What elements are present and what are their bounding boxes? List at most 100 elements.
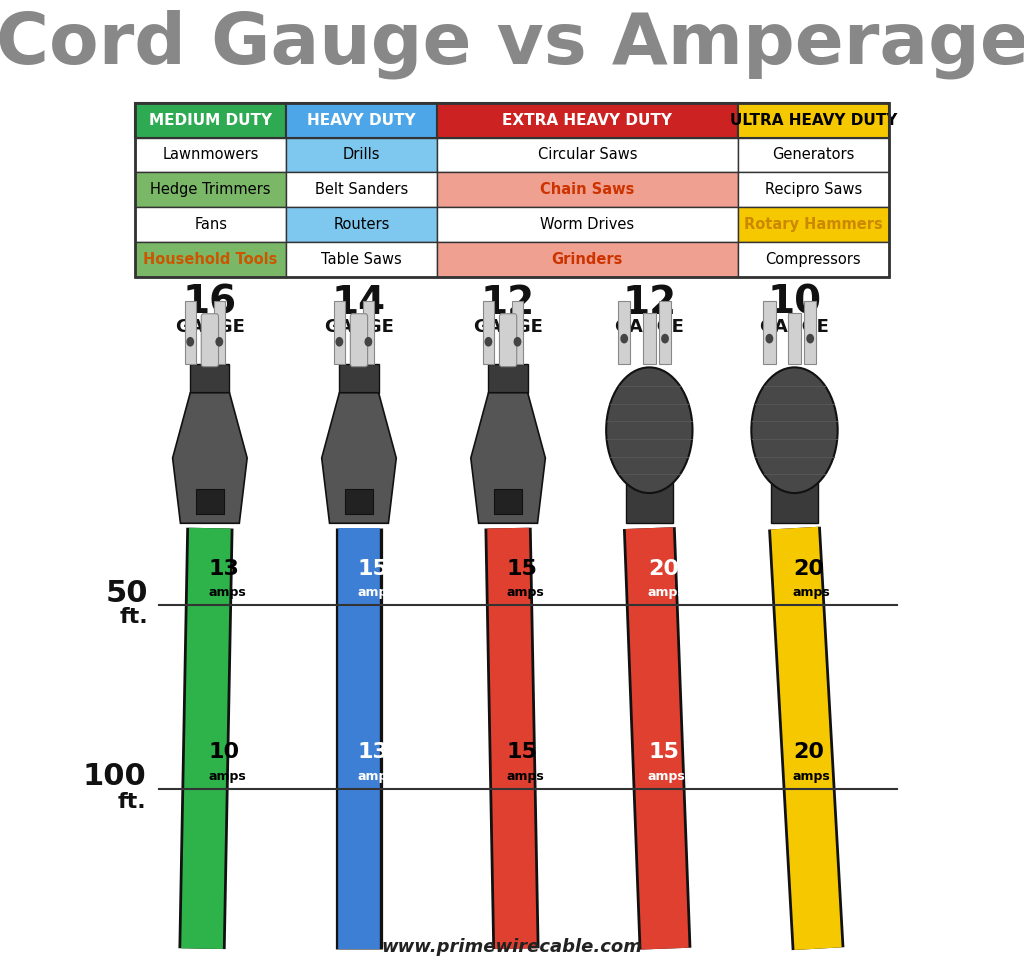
Bar bbox=[512, 301, 523, 364]
Bar bbox=[196, 490, 224, 514]
Bar bbox=[135, 172, 286, 207]
Text: ft.: ft. bbox=[118, 792, 146, 812]
Text: 50: 50 bbox=[105, 580, 147, 608]
Text: 15: 15 bbox=[357, 559, 388, 579]
Text: Hedge Trimmers: Hedge Trimmers bbox=[151, 182, 271, 197]
Bar bbox=[286, 137, 436, 172]
Bar bbox=[135, 207, 286, 242]
Circle shape bbox=[365, 337, 373, 347]
Text: amps: amps bbox=[648, 587, 685, 599]
Text: amps: amps bbox=[357, 587, 395, 599]
Bar bbox=[345, 490, 373, 514]
Text: HEAVY DUTY: HEAVY DUTY bbox=[307, 112, 416, 128]
Text: GAUGE: GAUGE bbox=[614, 318, 684, 336]
Bar bbox=[483, 301, 494, 364]
Text: Cord Gauge vs Amperage: Cord Gauge vs Amperage bbox=[0, 10, 1024, 79]
Text: 13: 13 bbox=[209, 559, 240, 579]
Circle shape bbox=[336, 337, 343, 347]
Bar bbox=[436, 137, 738, 172]
FancyBboxPatch shape bbox=[202, 314, 218, 367]
Circle shape bbox=[621, 334, 628, 344]
Text: Table Saws: Table Saws bbox=[321, 252, 401, 267]
Bar bbox=[286, 242, 436, 277]
Bar bbox=[436, 172, 738, 207]
FancyBboxPatch shape bbox=[500, 314, 517, 367]
Bar bbox=[135, 137, 286, 172]
Text: amps: amps bbox=[507, 587, 544, 599]
Bar bbox=[643, 314, 655, 364]
Bar bbox=[286, 172, 436, 207]
Text: Household Tools: Household Tools bbox=[143, 252, 278, 267]
Bar bbox=[339, 364, 379, 393]
Polygon shape bbox=[471, 393, 546, 524]
Text: amps: amps bbox=[507, 771, 544, 783]
Text: ft.: ft. bbox=[119, 607, 147, 627]
Bar bbox=[494, 490, 522, 514]
Circle shape bbox=[484, 337, 493, 347]
Circle shape bbox=[662, 334, 669, 344]
Bar bbox=[135, 242, 286, 277]
Text: Worm Drives: Worm Drives bbox=[541, 217, 635, 232]
Text: Lawnmowers: Lawnmowers bbox=[163, 147, 259, 163]
Text: Compressors: Compressors bbox=[766, 252, 861, 267]
Text: Rotary Hammers: Rotary Hammers bbox=[744, 217, 883, 232]
Bar bbox=[135, 103, 889, 277]
Text: Circular Saws: Circular Saws bbox=[538, 147, 637, 163]
Text: amps: amps bbox=[357, 771, 395, 783]
Text: Grinders: Grinders bbox=[552, 252, 623, 267]
Bar bbox=[738, 242, 889, 277]
Circle shape bbox=[514, 337, 521, 347]
Text: 10: 10 bbox=[767, 284, 821, 321]
Bar bbox=[286, 207, 436, 242]
Text: Routers: Routers bbox=[333, 217, 389, 232]
Bar bbox=[286, 103, 436, 137]
Text: ULTRA HEAVY DUTY: ULTRA HEAVY DUTY bbox=[730, 112, 897, 128]
Text: Recipro Saws: Recipro Saws bbox=[765, 182, 862, 197]
Text: 20: 20 bbox=[794, 742, 824, 763]
Text: EXTRA HEAVY DUTY: EXTRA HEAVY DUTY bbox=[503, 112, 673, 128]
Bar bbox=[788, 314, 801, 364]
Bar bbox=[214, 301, 225, 364]
Bar bbox=[804, 301, 816, 364]
Bar bbox=[362, 301, 374, 364]
Text: Belt Sanders: Belt Sanders bbox=[314, 182, 408, 197]
Text: GAUGE: GAUGE bbox=[473, 318, 543, 336]
FancyBboxPatch shape bbox=[350, 314, 368, 367]
Text: Fans: Fans bbox=[195, 217, 227, 232]
Ellipse shape bbox=[606, 368, 692, 493]
Text: 20: 20 bbox=[794, 559, 824, 579]
Text: 13: 13 bbox=[357, 742, 388, 763]
Bar bbox=[135, 103, 286, 137]
Text: 15: 15 bbox=[648, 742, 679, 763]
Bar bbox=[190, 364, 229, 393]
Text: www.primewirecable.com: www.primewirecable.com bbox=[382, 938, 642, 955]
Circle shape bbox=[806, 334, 814, 344]
Text: amps: amps bbox=[648, 771, 685, 783]
Text: amps: amps bbox=[208, 771, 246, 783]
Ellipse shape bbox=[752, 368, 838, 493]
Text: GAUGE: GAUGE bbox=[175, 318, 245, 336]
Text: amps: amps bbox=[793, 771, 830, 783]
Polygon shape bbox=[173, 393, 247, 524]
Bar bbox=[771, 481, 818, 524]
Bar bbox=[488, 364, 527, 393]
Text: Chain Saws: Chain Saws bbox=[540, 182, 635, 197]
Text: amps: amps bbox=[208, 587, 246, 599]
Bar bbox=[626, 481, 673, 524]
Text: GAUGE: GAUGE bbox=[324, 318, 394, 336]
Polygon shape bbox=[322, 393, 396, 524]
Text: 20: 20 bbox=[648, 559, 679, 579]
Text: 15: 15 bbox=[507, 742, 538, 763]
Text: GAUGE: GAUGE bbox=[760, 318, 829, 336]
Circle shape bbox=[766, 334, 773, 344]
Bar bbox=[738, 103, 889, 137]
Bar bbox=[738, 207, 889, 242]
Bar bbox=[436, 207, 738, 242]
Text: amps: amps bbox=[793, 587, 830, 599]
Bar bbox=[617, 301, 631, 364]
Text: 16: 16 bbox=[183, 284, 237, 321]
Bar bbox=[763, 301, 775, 364]
Text: 12: 12 bbox=[623, 284, 677, 321]
Text: 100: 100 bbox=[83, 762, 146, 791]
Circle shape bbox=[215, 337, 223, 347]
